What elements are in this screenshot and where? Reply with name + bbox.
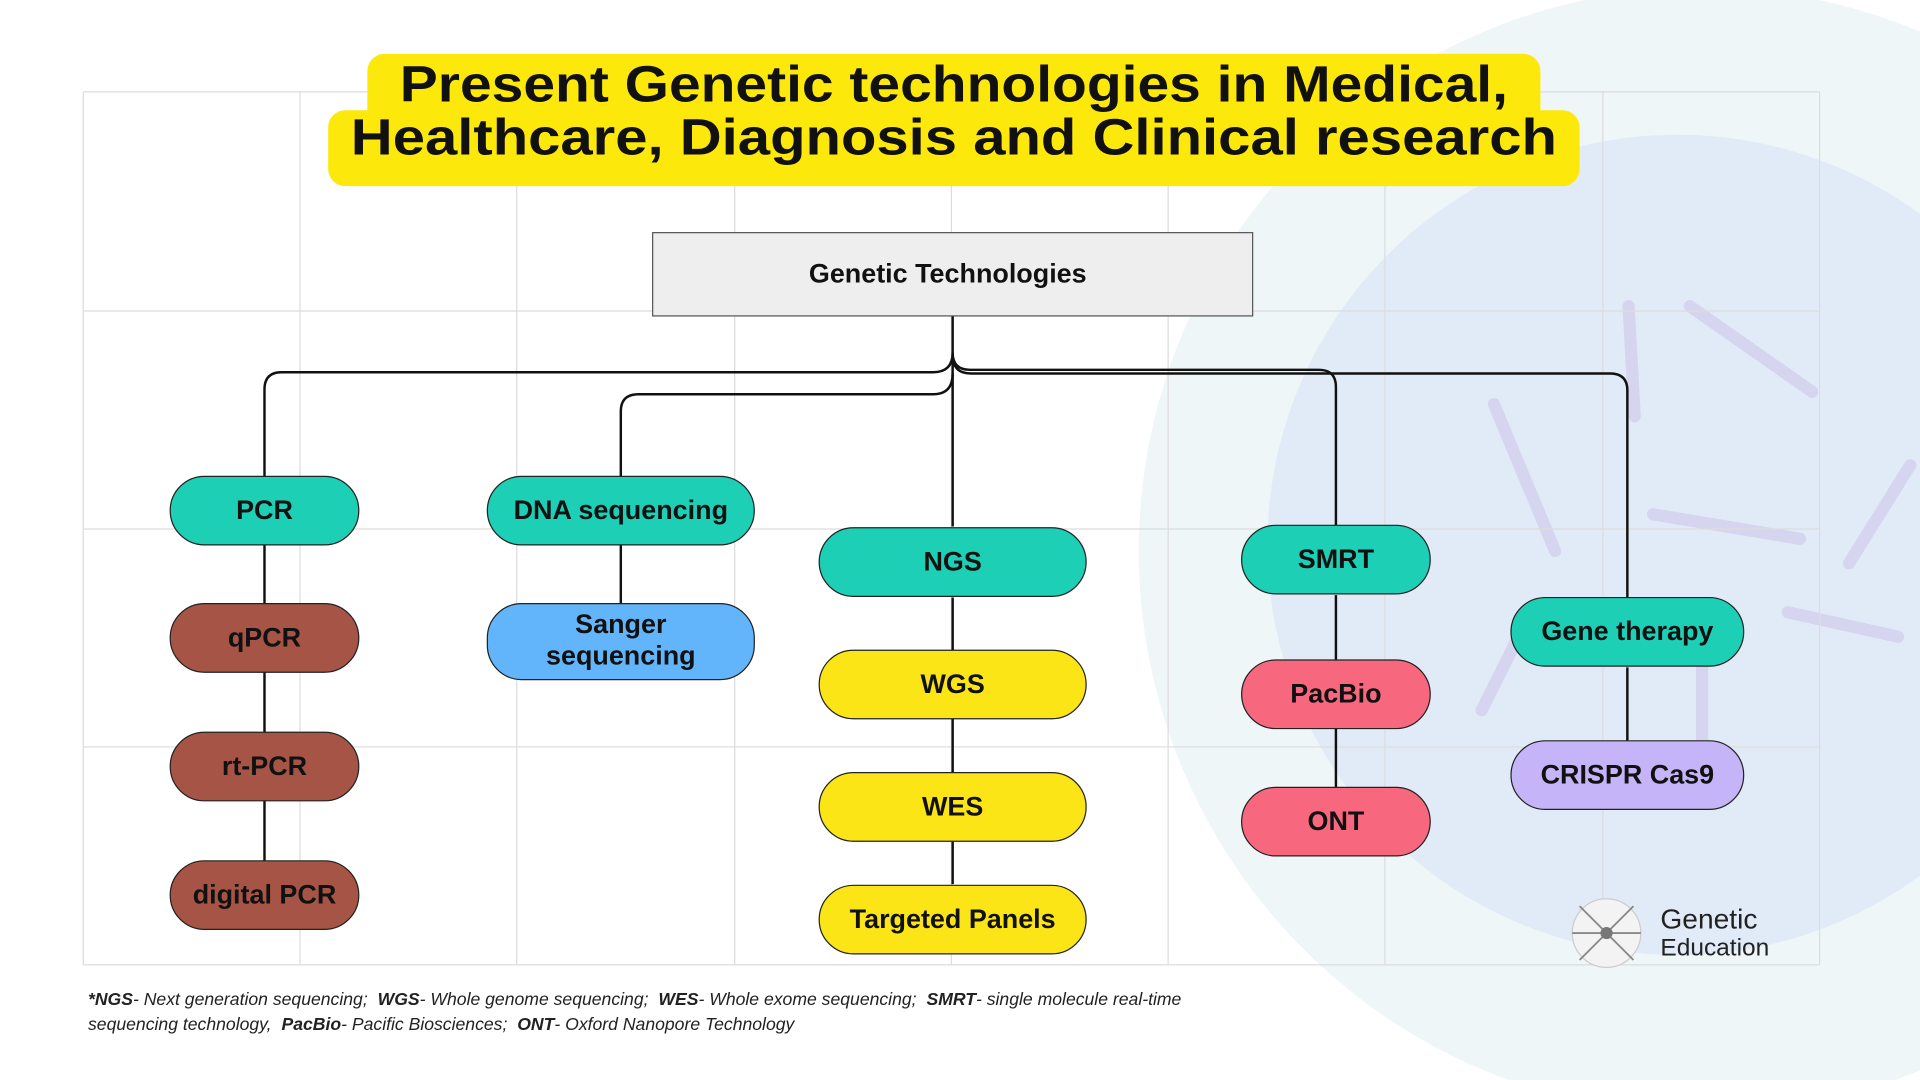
footnote-abbr: PacBio <box>281 1013 342 1034</box>
title-highlight <box>328 53 1580 187</box>
footnote-def: - Oxford Nanopore Technology <box>554 1013 795 1034</box>
node-label: DNA sequencing <box>514 495 728 525</box>
node-box <box>1510 740 1745 810</box>
node-label: rt-PCR <box>222 751 307 781</box>
connectors <box>263 315 1629 885</box>
footnote-abbr: SMRT <box>926 989 976 1009</box>
footnote-abbr: WGS <box>377 989 420 1009</box>
node-box <box>818 884 1087 955</box>
node-box <box>169 731 360 802</box>
node-box <box>818 527 1087 597</box>
node-label: SMRT <box>1298 544 1375 574</box>
footnote-abbr: *NGS <box>88 989 133 1009</box>
node-box <box>169 475 360 546</box>
node-label: PacBio <box>1290 679 1381 709</box>
node-box <box>169 860 360 930</box>
node-box <box>486 603 755 681</box>
node-label: CRISPR Cas9 <box>1541 759 1715 789</box>
node-box <box>1510 596 1745 667</box>
logo-text: Education <box>1660 934 1769 961</box>
footnote-def: - single molecule real-time sequencing t… <box>88 989 1182 1034</box>
node-label: WGS <box>920 669 984 699</box>
node-label: Targeted Panels <box>850 904 1056 934</box>
root-label: Genetic Technologies <box>809 259 1087 289</box>
title-line: Healthcare, Diagnosis and Clinical resea… <box>351 107 1557 165</box>
footnote-abbr: ONT <box>517 1013 555 1034</box>
logo: Genetic Education <box>1571 898 1769 968</box>
node-label: WES <box>922 791 983 821</box>
node-label: Sanger <box>575 609 667 639</box>
node-box <box>169 603 360 673</box>
node-label: ONT <box>1308 806 1365 836</box>
footnote-def: - Whole genome sequencing; <box>419 989 649 1009</box>
footnote-abbr: WES <box>658 989 699 1009</box>
node-box <box>818 649 1087 720</box>
logo-text: Genetic <box>1660 903 1757 934</box>
node-label: qPCR <box>228 622 301 652</box>
node-box <box>818 772 1087 842</box>
node-box <box>1241 524 1431 595</box>
node-label: digital PCR <box>193 879 337 909</box>
node-label: Gene therapy <box>1541 616 1713 646</box>
node-label: sequencing <box>546 641 696 671</box>
footnote-def: - Pacific Biosciences; <box>341 1013 508 1034</box>
title-line: Present Genetic technologies in Medical, <box>400 55 1508 113</box>
footnote-def: - Next generation sequencing; <box>132 989 368 1009</box>
node-label: PCR <box>236 495 293 525</box>
node-box <box>486 475 755 546</box>
node-box <box>1241 659 1431 730</box>
footnote-def: - Whole exome sequencing; <box>698 989 917 1009</box>
root-box <box>652 232 1254 317</box>
footnote: *NGS- Next generation sequencing; WGS- W… <box>88 987 1268 1036</box>
nodes: PCR qPCR rt-PCR digital PCR DNA sequencing Sa… <box>169 475 1745 955</box>
node-box <box>1241 786 1431 857</box>
node-label: NGS <box>923 546 981 576</box>
